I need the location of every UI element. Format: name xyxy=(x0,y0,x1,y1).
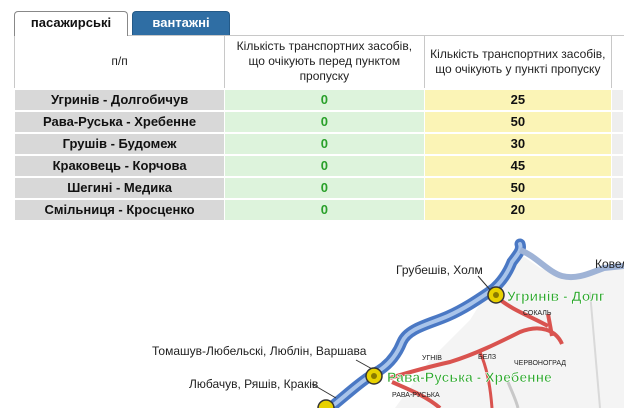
checkpoint-icon-uhryniv-center xyxy=(493,292,499,298)
queue-table: п/п Кількість транспортних засобів, що о… xyxy=(13,35,624,221)
map-label-uhniv: УГНІВ xyxy=(422,355,442,362)
waiting-at-value: 25 xyxy=(423,87,613,111)
row-cut xyxy=(611,131,624,155)
row-cut xyxy=(611,197,624,221)
row-cut xyxy=(611,87,624,111)
table-header-row: п/п Кількість транспортних засобів, що о… xyxy=(13,35,624,89)
checkpoint-name[interactable]: Краковець - Корчова xyxy=(13,153,226,177)
map-label-chervonohrad: ЧЕРВОНОГРАД xyxy=(514,360,566,367)
checkpoint-icon-rava-center xyxy=(371,373,377,379)
header-index: п/п xyxy=(13,35,226,89)
table-row: Шегині - Медика 0 50 xyxy=(13,175,624,199)
map-label-kovel: Ковел xyxy=(595,257,624,271)
waiting-at-value: 45 xyxy=(423,153,613,177)
table-row: Краковець - Корчова 0 45 xyxy=(13,153,624,177)
checkpoint-name[interactable]: Смільниця - Кросценко xyxy=(13,197,226,221)
map-canvas: Грубешів, Холм Ковел Томашув-Любельскі, … xyxy=(152,238,624,413)
leader-line-lubaczow xyxy=(311,383,337,399)
checkpoint-name[interactable]: Шегині - Медика xyxy=(13,175,226,199)
waiting-at-value: 30 xyxy=(423,131,613,155)
table-row: Грушів - Будомеж 0 30 xyxy=(13,131,624,155)
ukraine-territory xyxy=(395,254,624,408)
map-label-sokal: СОКАЛЬ xyxy=(523,310,552,317)
row-cut xyxy=(611,153,624,177)
queue-table-wrapper: п/п Кількість транспортних засобів, що о… xyxy=(13,35,624,221)
map-label-hrubieszow: Грубешів, Холм xyxy=(396,263,483,277)
header-waiting-at: Кількість транспортних засобів, що очіку… xyxy=(423,35,613,89)
road-rava-chervonohrad xyxy=(389,326,564,380)
map-label-ravaruska-town: РАВА-РУСЬКА xyxy=(392,392,440,399)
row-cut xyxy=(611,175,624,199)
map-label-tomaszow: Томашув-Любельскі, Люблін, Варшава xyxy=(152,344,367,358)
waiting-before-value: 0 xyxy=(224,109,425,133)
checkpoint-name[interactable]: Рава-Руська - Хребенне xyxy=(13,109,226,133)
header-waiting-before: Кількість транспортних засобів, що очіку… xyxy=(224,35,425,89)
road-rava-south xyxy=(391,380,442,410)
waiting-at-value: 50 xyxy=(423,109,613,133)
checkpoint-name[interactable]: Угринів - Долгобичув xyxy=(13,87,226,111)
map-label-rava[interactable]: Рава-Руська - Хребенне xyxy=(387,369,553,386)
map-label-uhryniv[interactable]: Угринів - Долг xyxy=(507,288,605,305)
waiting-before-value: 0 xyxy=(224,87,425,111)
header-cut xyxy=(611,35,624,89)
tab-passenger[interactable]: пасажирські xyxy=(14,11,128,36)
table-row: Рава-Руська - Хребенне 0 50 xyxy=(13,109,624,133)
waiting-before-value: 0 xyxy=(224,197,425,221)
map-label-belz: БЕЛЗ xyxy=(478,354,496,361)
border-line-east xyxy=(518,247,624,280)
waiting-at-value: 20 xyxy=(423,197,613,221)
road-minor xyxy=(506,381,520,409)
road-minor-east xyxy=(589,291,601,409)
tab-cargo[interactable]: вантажні xyxy=(132,11,230,35)
waiting-at-value: 50 xyxy=(423,175,613,199)
waiting-before-value: 0 xyxy=(224,175,425,199)
table-row: Угринів - Долгобичув 0 25 xyxy=(13,87,624,111)
waiting-before-value: 0 xyxy=(224,153,425,177)
checkpoint-name[interactable]: Грушів - Будомеж xyxy=(13,131,226,155)
waiting-before-value: 0 xyxy=(224,131,425,155)
border-map: Грубешів, Холм Ковел Томашув-Любельскі, … xyxy=(0,232,624,413)
road-belz xyxy=(478,351,494,409)
table-row: Смільниця - Кросценко 0 20 xyxy=(13,197,624,221)
map-label-lubaczow: Любачув, Ряшів, Краків xyxy=(189,377,318,391)
row-cut xyxy=(611,109,624,133)
